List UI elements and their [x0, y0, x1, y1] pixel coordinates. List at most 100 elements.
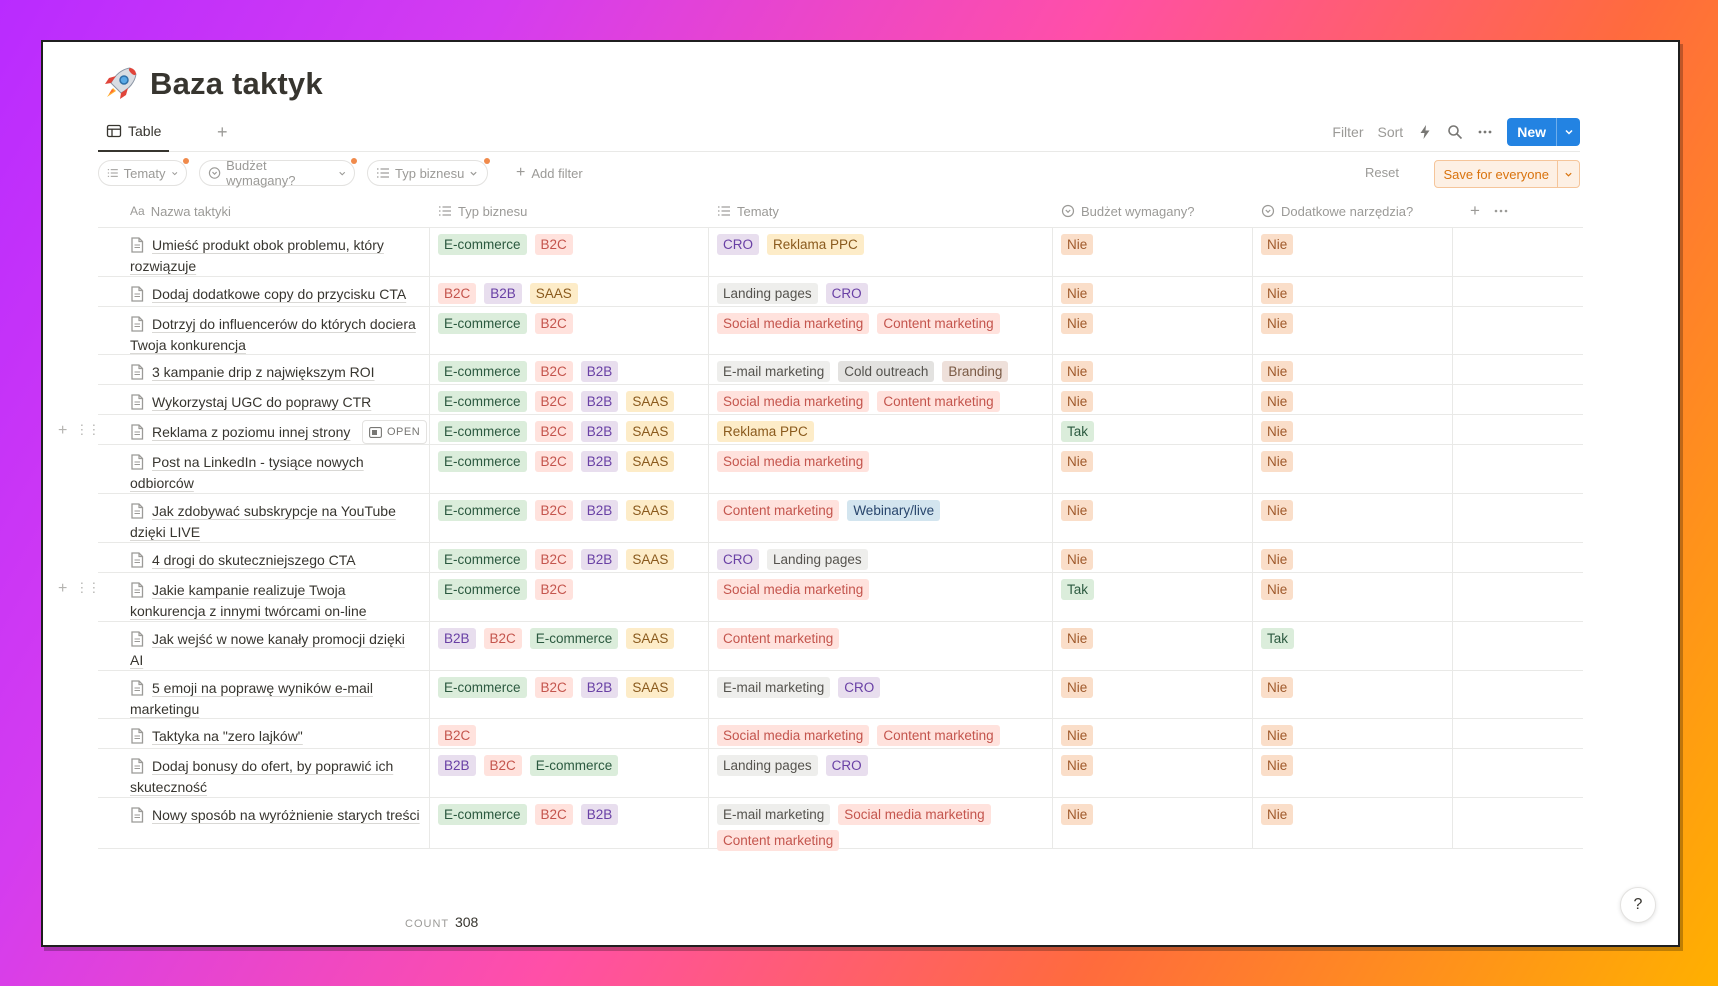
cell-tematy[interactable]: Social media marketing Content marketing: [709, 307, 1053, 354]
cell-typ-biznesu[interactable]: E-commerce B2C B2B SAAS: [430, 385, 709, 414]
cell-budzet[interactable]: Nie: [1053, 543, 1253, 572]
cell-tematy[interactable]: Content marketing: [709, 622, 1053, 670]
table-row[interactable]: Wykorzystaj UGC do poprawy CTR E-commerce…: [98, 385, 1583, 415]
cell-dodatkowe[interactable]: Nie: [1253, 355, 1453, 384]
table-row[interactable]: 5 emoji na poprawę wyników e-mail market…: [98, 671, 1583, 719]
tactic-name[interactable]: Wykorzystaj UGC do poprawy CTR: [152, 394, 372, 410]
cell-tematy[interactable]: Social media marketing Content marketing: [709, 385, 1053, 414]
cell-typ-biznesu[interactable]: E-commerce B2C B2B: [430, 798, 709, 848]
cell-typ-biznesu[interactable]: E-commerce B2C B2B SAAS: [430, 494, 709, 542]
cell-budzet[interactable]: Tak: [1053, 415, 1253, 444]
cell-tematy[interactable]: Social media marketing Content marketing: [709, 719, 1053, 748]
cell-dodatkowe[interactable]: Nie: [1253, 543, 1453, 572]
cell-tematy[interactable]: E-mail marketing CRO: [709, 671, 1053, 718]
sort-button[interactable]: Sort: [1377, 124, 1404, 140]
cell-name[interactable]: 5 emoji na poprawę wyników e-mail market…: [98, 671, 430, 718]
cell-name[interactable]: Wykorzystaj UGC do poprawy CTR: [98, 385, 430, 414]
table-row[interactable]: Post na LinkedIn - tysiące nowych odbior…: [98, 445, 1583, 494]
new-button[interactable]: New: [1507, 118, 1580, 146]
cell-name[interactable]: Taktyka na "zero lajków": [98, 719, 430, 748]
table-row[interactable]: Taktyka na "zero lajków" B2C Social media …: [98, 719, 1583, 749]
cell-budzet[interactable]: Nie: [1053, 749, 1253, 797]
cell-name[interactable]: Umieść produkt obok problemu, który rozw…: [98, 228, 430, 276]
add-row-icon[interactable]: +: [58, 580, 68, 597]
cell-dodatkowe[interactable]: Nie: [1253, 798, 1453, 848]
cell-typ-biznesu[interactable]: B2B B2C E-commerce SAAS: [430, 622, 709, 670]
cell-dodatkowe[interactable]: Nie: [1253, 749, 1453, 797]
table-row[interactable]: Dodaj bonusy do ofert, by poprawić ich s…: [98, 749, 1583, 798]
column-header-tematy[interactable]: Tematy: [709, 194, 779, 228]
cell-tematy[interactable]: Social media marketing: [709, 445, 1053, 493]
cell-tematy[interactable]: E-mail marketing Social media marketing Co…: [709, 798, 1053, 851]
tactic-name[interactable]: Reklama z poziomu innej strony: [152, 424, 351, 440]
lightning-icon[interactable]: [1417, 124, 1433, 140]
tactic-name[interactable]: 5 emoji na poprawę wyników e-mail market…: [130, 680, 373, 717]
table-row[interactable]: 3 kampanie drip z największym ROI E-comme…: [98, 355, 1583, 385]
column-header-budzet[interactable]: Budżet wymagany?: [1053, 194, 1194, 228]
filter-button[interactable]: Filter: [1332, 124, 1364, 140]
open-button[interactable]: OPEN: [362, 420, 428, 444]
cell-name[interactable]: Jak zdobywać subskrypcje na YouTube dzię…: [98, 494, 430, 542]
cell-tematy[interactable]: Content marketing Webinary/live: [709, 494, 1053, 542]
tactic-name[interactable]: Jak zdobywać subskrypcje na YouTube dzię…: [130, 503, 396, 540]
filter-chip-typ-biznesu[interactable]: Typ biznesu: [367, 158, 490, 186]
tactic-name[interactable]: Jak wejść w nowe kanały promocji dzięki …: [130, 631, 405, 668]
search-icon[interactable]: [1447, 124, 1463, 140]
cell-budzet[interactable]: Nie: [1053, 494, 1253, 542]
drag-handle-icon[interactable]: ⋮⋮: [75, 580, 100, 595]
cell-name[interactable]: 3 kampanie drip z największym ROI: [98, 355, 430, 384]
cell-dodatkowe[interactable]: Nie: [1253, 671, 1453, 718]
tab-table[interactable]: Table: [98, 112, 170, 152]
tactic-name[interactable]: Dotrzyj do influencerów do których docie…: [130, 316, 416, 353]
cell-name[interactable]: 4 drogi do skuteczniejszego CTA: [98, 543, 430, 572]
cell-tematy[interactable]: E-mail marketing Cold outreach Branding: [709, 355, 1053, 384]
cell-budzet[interactable]: Nie: [1053, 277, 1253, 306]
tactic-name[interactable]: Umieść produkt obok problemu, który rozw…: [130, 237, 384, 274]
cell-dodatkowe[interactable]: Nie: [1253, 445, 1453, 493]
tactic-name[interactable]: Post na LinkedIn - tysiące nowych odbior…: [130, 454, 364, 491]
cell-budzet[interactable]: Tak: [1053, 573, 1253, 621]
tactic-name[interactable]: 4 drogi do skuteczniejszego CTA: [152, 552, 356, 568]
filter-chip-budzet[interactable]: Budżet wymagany?: [199, 158, 357, 188]
reset-button[interactable]: Reset: [1365, 165, 1399, 180]
add-column-icon[interactable]: +: [1470, 201, 1480, 220]
cell-typ-biznesu[interactable]: E-commerce B2C: [430, 307, 709, 354]
cell-name[interactable]: Jakie kampanie realizuje Twoja konkurenc…: [98, 573, 430, 621]
chevron-down-icon[interactable]: [1557, 161, 1579, 187]
cell-tematy[interactable]: Social media marketing: [709, 573, 1053, 621]
help-button[interactable]: ?: [1620, 887, 1656, 923]
cell-tematy[interactable]: Landing pages CRO: [709, 277, 1053, 306]
cell-budzet[interactable]: Nie: [1053, 798, 1253, 848]
column-header-name[interactable]: Aa Nazwa taktyki: [122, 194, 231, 228]
drag-handle-icon[interactable]: ⋮⋮: [75, 422, 100, 437]
cell-budzet[interactable]: Nie: [1053, 228, 1253, 276]
cell-name[interactable]: Post na LinkedIn - tysiące nowych odbior…: [98, 445, 430, 493]
column-more-icon[interactable]: [1485, 194, 1509, 228]
table-row[interactable]: Umieść produkt obok problemu, który rozw…: [98, 228, 1583, 277]
cell-budzet[interactable]: Nie: [1053, 385, 1253, 414]
cell-typ-biznesu[interactable]: B2B B2C E-commerce: [430, 749, 709, 797]
cell-typ-biznesu[interactable]: E-commerce B2C B2B SAAS: [430, 445, 709, 493]
cell-budzet[interactable]: Nie: [1053, 445, 1253, 493]
table-row[interactable]: Dodaj dodatkowe copy do przycisku CTA B2C…: [98, 277, 1583, 307]
cell-dodatkowe[interactable]: Nie: [1253, 719, 1453, 748]
cell-budzet[interactable]: Nie: [1053, 307, 1253, 354]
cell-budzet[interactable]: Nie: [1053, 719, 1253, 748]
cell-dodatkowe[interactable]: Nie: [1253, 573, 1453, 621]
save-for-everyone-button[interactable]: Save for everyone: [1434, 160, 1580, 188]
add-filter-button[interactable]: + Add filter: [516, 164, 583, 182]
cell-typ-biznesu[interactable]: E-commerce B2C B2B: [430, 355, 709, 384]
cell-budzet[interactable]: Nie: [1053, 355, 1253, 384]
cell-name[interactable]: Dodaj bonusy do ofert, by poprawić ich s…: [98, 749, 430, 797]
cell-typ-biznesu[interactable]: E-commerce B2C B2B SAAS: [430, 543, 709, 572]
filter-chip-tematy[interactable]: Tematy: [98, 158, 189, 186]
tactic-name[interactable]: Dodaj bonusy do ofert, by poprawić ich s…: [130, 758, 394, 795]
cell-tematy[interactable]: CRO Landing pages: [709, 543, 1053, 572]
more-icon[interactable]: [1477, 124, 1493, 140]
column-header-dodatkowe[interactable]: Dodatkowe narzędzia?: [1253, 194, 1413, 228]
tactic-name[interactable]: Taktyka na "zero lajków": [152, 728, 303, 744]
cell-typ-biznesu[interactable]: B2C: [430, 719, 709, 748]
cell-dodatkowe[interactable]: Nie: [1253, 494, 1453, 542]
cell-typ-biznesu[interactable]: E-commerce B2C B2B SAAS: [430, 671, 709, 718]
cell-dodatkowe[interactable]: Nie: [1253, 385, 1453, 414]
